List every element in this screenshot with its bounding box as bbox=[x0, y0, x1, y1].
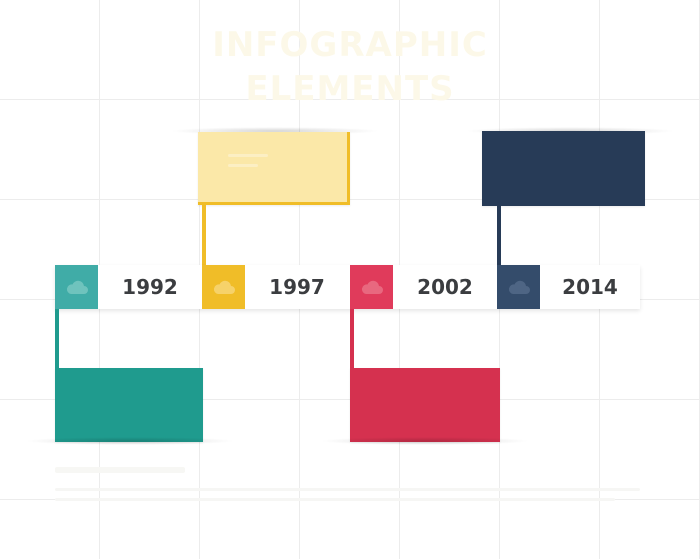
year-label-2002: 2002 bbox=[417, 275, 473, 299]
placeholder-text-line bbox=[55, 498, 615, 501]
year-label-1997: 1997 bbox=[269, 275, 325, 299]
placeholder-text-line bbox=[228, 154, 268, 157]
bottom-shadow-left bbox=[25, 437, 235, 445]
placeholder-text-line bbox=[55, 488, 640, 491]
placeholder-heading bbox=[55, 467, 185, 473]
info-box-1992 bbox=[55, 368, 203, 442]
page-title-line-2: ELEMENTS bbox=[245, 69, 455, 109]
top-shadow-left bbox=[170, 127, 380, 135]
connector-1992 bbox=[55, 309, 59, 369]
page-title-line-1: INFOGRAPHIC bbox=[212, 25, 488, 65]
connector-2002 bbox=[350, 309, 354, 369]
info-box-2002 bbox=[350, 368, 500, 442]
year-label-2014: 2014 bbox=[562, 275, 618, 299]
cloud-icon bbox=[213, 280, 235, 294]
cloud-icon bbox=[361, 280, 383, 294]
timeline-icon-2002 bbox=[350, 265, 393, 309]
info-box-1997 bbox=[198, 132, 350, 205]
timeline-icon-1997 bbox=[202, 265, 245, 309]
timeline-icon-2014 bbox=[497, 265, 540, 309]
placeholder-text-line bbox=[228, 164, 258, 167]
connector-2014 bbox=[497, 206, 501, 267]
bottom-shadow-right bbox=[320, 437, 530, 445]
info-box-2014 bbox=[482, 131, 645, 206]
cloud-icon bbox=[508, 280, 530, 294]
year-label-1992: 1992 bbox=[122, 275, 178, 299]
cloud-icon bbox=[66, 280, 88, 294]
connector-1997 bbox=[202, 205, 206, 267]
timeline-icon-1992 bbox=[55, 265, 98, 309]
timeline-bar bbox=[55, 265, 640, 309]
